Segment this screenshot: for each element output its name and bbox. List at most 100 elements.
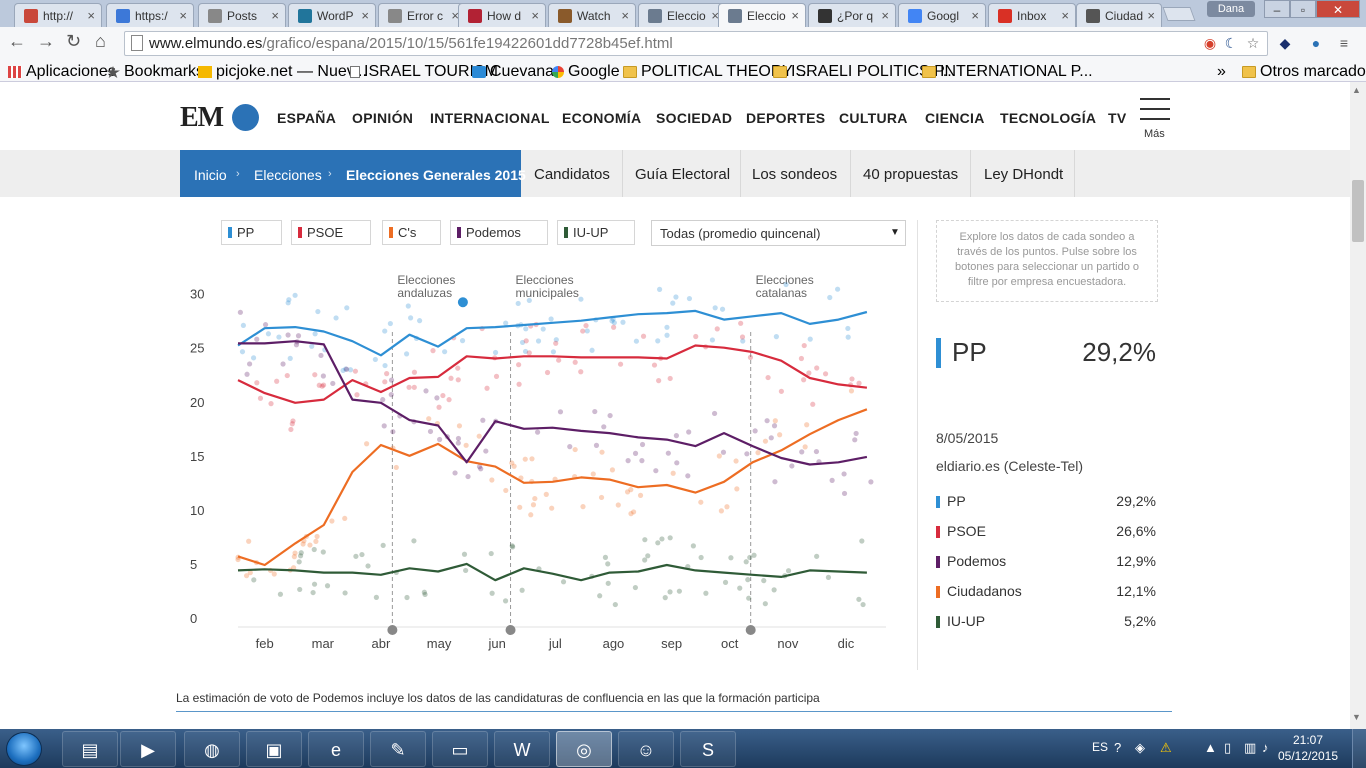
poll-dot[interactable] xyxy=(553,337,559,343)
event-marker[interactable] xyxy=(505,625,516,635)
poll-dot[interactable] xyxy=(329,518,335,524)
poll-dot[interactable] xyxy=(673,433,679,439)
poll-dot[interactable] xyxy=(463,442,469,448)
main-nav-item[interactable]: SOCIEDAD xyxy=(656,110,733,126)
scroll-down-icon[interactable]: ▼ xyxy=(1352,712,1361,722)
poll-dot[interactable] xyxy=(859,538,865,544)
poll-dot[interactable] xyxy=(698,499,704,505)
party-filter-button[interactable]: Podemos xyxy=(450,220,548,245)
poll-dot[interactable] xyxy=(382,362,388,369)
tab-close-icon[interactable]: × xyxy=(271,8,279,23)
poll-dot[interactable] xyxy=(307,542,313,548)
skype-taskbar-icon[interactable]: S xyxy=(680,731,736,767)
poll-dot[interactable] xyxy=(404,594,410,601)
poll-dot[interactable] xyxy=(737,585,743,591)
poll-dot[interactable] xyxy=(802,444,808,450)
poll-dot[interactable] xyxy=(799,449,805,455)
poll-dot[interactable] xyxy=(405,303,411,309)
browser-tab[interactable]: ¿Por q × xyxy=(808,3,896,27)
poll-dot[interactable] xyxy=(655,540,661,546)
poll-dot[interactable] xyxy=(605,580,611,586)
poll-dots-pp[interactable] xyxy=(239,281,851,374)
poll-dot[interactable] xyxy=(703,590,709,596)
poll-dot[interactable] xyxy=(522,456,528,462)
poll-dot[interactable] xyxy=(353,553,359,559)
subnav-item[interactable]: Guía Electoral xyxy=(635,166,731,183)
main-nav-item[interactable]: TV xyxy=(1108,110,1127,126)
poll-dot[interactable] xyxy=(605,561,611,567)
pollster-select[interactable]: Todas (promedio quincenal) xyxy=(651,220,906,246)
poll-dot[interactable] xyxy=(662,595,668,601)
poll-dot[interactable] xyxy=(274,378,280,384)
network-icon[interactable]: ▥ xyxy=(1244,740,1257,755)
poll-dot[interactable] xyxy=(459,338,466,344)
poll-dot[interactable] xyxy=(744,451,750,457)
poll-dot[interactable] xyxy=(503,320,509,326)
poll-dot[interactable] xyxy=(257,395,264,401)
bookmark-item[interactable]: POLITICAL THEORY ... xyxy=(623,63,810,81)
tray-expand-icon[interactable]: ▲ xyxy=(1204,740,1217,755)
poll-dot[interactable] xyxy=(320,382,327,388)
poll-dot[interactable] xyxy=(387,320,393,327)
poll-dot[interactable] xyxy=(313,538,319,544)
poll-dot[interactable] xyxy=(315,308,321,315)
poll-dot[interactable] xyxy=(411,384,417,390)
bookmark-item[interactable]: Bookmarks xyxy=(106,63,204,81)
poll-dot[interactable] xyxy=(250,355,257,361)
poll-dot[interactable] xyxy=(656,378,662,384)
page-scrollbar[interactable] xyxy=(1350,82,1366,729)
poll-dot[interactable] xyxy=(286,297,292,303)
poll-dot[interactable] xyxy=(522,348,529,355)
poll-dot[interactable] xyxy=(427,428,434,435)
poll-dot[interactable] xyxy=(738,320,744,326)
poll-dot[interactable] xyxy=(297,553,304,559)
breadcrumb-item[interactable]: Elecciones xyxy=(254,167,322,183)
explorer-taskbar-icon[interactable]: ▤ xyxy=(62,731,118,767)
start-button[interactable] xyxy=(6,732,42,766)
poll-dot[interactable] xyxy=(510,544,516,550)
poll-dot[interactable] xyxy=(262,322,269,328)
poll-dot[interactable] xyxy=(822,371,829,377)
tab-close-icon[interactable]: × xyxy=(791,8,799,23)
bookmarks-overflow[interactable]: » xyxy=(1217,63,1226,80)
poll-dot[interactable] xyxy=(686,295,693,302)
poll-dot[interactable] xyxy=(601,424,607,430)
browser-tab[interactable]: Googl × xyxy=(898,3,986,27)
poll-dots-cs[interactable] xyxy=(235,388,855,579)
poll-dot[interactable] xyxy=(333,315,339,321)
poll-dot[interactable] xyxy=(535,338,542,344)
poll-dot[interactable] xyxy=(455,440,461,446)
bookmark-item[interactable]: Google xyxy=(552,63,620,81)
poll-dot[interactable] xyxy=(690,543,696,549)
poll-dot[interactable] xyxy=(455,435,462,442)
poll-dot[interactable] xyxy=(593,442,600,448)
tab-close-icon[interactable]: × xyxy=(881,8,889,23)
poll-dot[interactable] xyxy=(347,367,354,373)
picture-taskbar-icon[interactable]: ▭ xyxy=(432,731,488,767)
poll-dot[interactable] xyxy=(804,422,810,428)
poll-dot[interactable] xyxy=(720,449,727,455)
poll-dot[interactable] xyxy=(860,601,866,608)
poll-dot[interactable] xyxy=(380,542,386,548)
poll-dot[interactable] xyxy=(298,550,304,556)
tab-close-icon[interactable]: × xyxy=(361,8,369,23)
poll-dot[interactable] xyxy=(642,537,648,543)
poll-dot[interactable] xyxy=(632,584,638,591)
poll-dot[interactable] xyxy=(417,318,423,324)
forward-icon[interactable]: → xyxy=(37,31,55,51)
poll-dot[interactable] xyxy=(543,491,549,497)
poll-dot[interactable] xyxy=(743,559,749,565)
poll-dot[interactable] xyxy=(633,338,640,344)
poll-dot[interactable] xyxy=(476,464,483,470)
poll-dot[interactable] xyxy=(722,579,729,585)
diamond-extension-icon[interactable]: ◆ xyxy=(1279,35,1291,51)
poll-dot[interactable] xyxy=(841,490,848,497)
poll-dot[interactable] xyxy=(745,577,751,583)
poll-dot[interactable] xyxy=(372,356,378,363)
poll-dot[interactable] xyxy=(642,557,648,563)
poll-dot[interactable] xyxy=(548,316,554,322)
poll-dot[interactable] xyxy=(814,365,820,371)
poll-dot[interactable] xyxy=(509,460,515,466)
poll-dot[interactable] xyxy=(277,591,284,597)
logo-globe-icon[interactable] xyxy=(232,104,259,131)
